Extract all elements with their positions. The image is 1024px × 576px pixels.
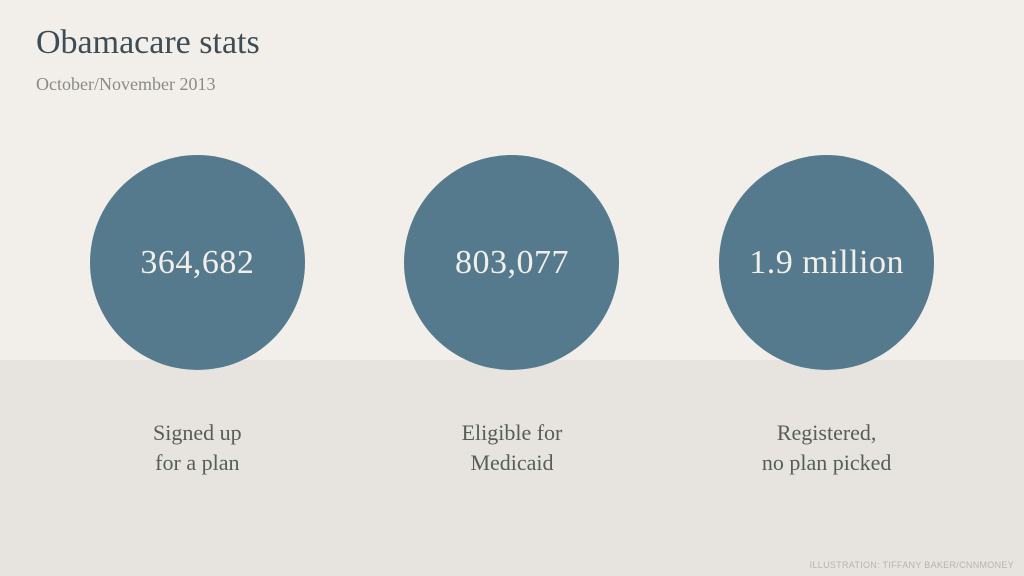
stat-registered-no-plan: 1.9 million Registered, no plan picked [677,155,977,477]
stat-value: 364,682 [140,244,254,282]
stat-value: 1.9 million [749,244,904,282]
stat-caption: Registered, no plan picked [762,418,892,477]
stat-caption: Signed up for a plan [153,418,242,477]
stats-row: 364,682 Signed up for a plan 803,077 Eli… [0,155,1024,477]
stat-circle: 1.9 million [719,155,934,370]
stat-medicaid-eligible: 803,077 Eligible for Medicaid [362,155,662,477]
stat-caption: Eligible for Medicaid [462,418,563,477]
page-subtitle: October/November 2013 [36,74,215,95]
stat-signed-up: 364,682 Signed up for a plan [47,155,347,477]
illustration-credit: ILLUSTRATION: TIFFANY BAKER/CNNMONEY [810,560,1014,570]
stat-circle: 364,682 [90,155,305,370]
page-title: Obamacare stats [36,24,260,62]
stat-value: 803,077 [455,244,569,282]
stat-circle: 803,077 [404,155,619,370]
